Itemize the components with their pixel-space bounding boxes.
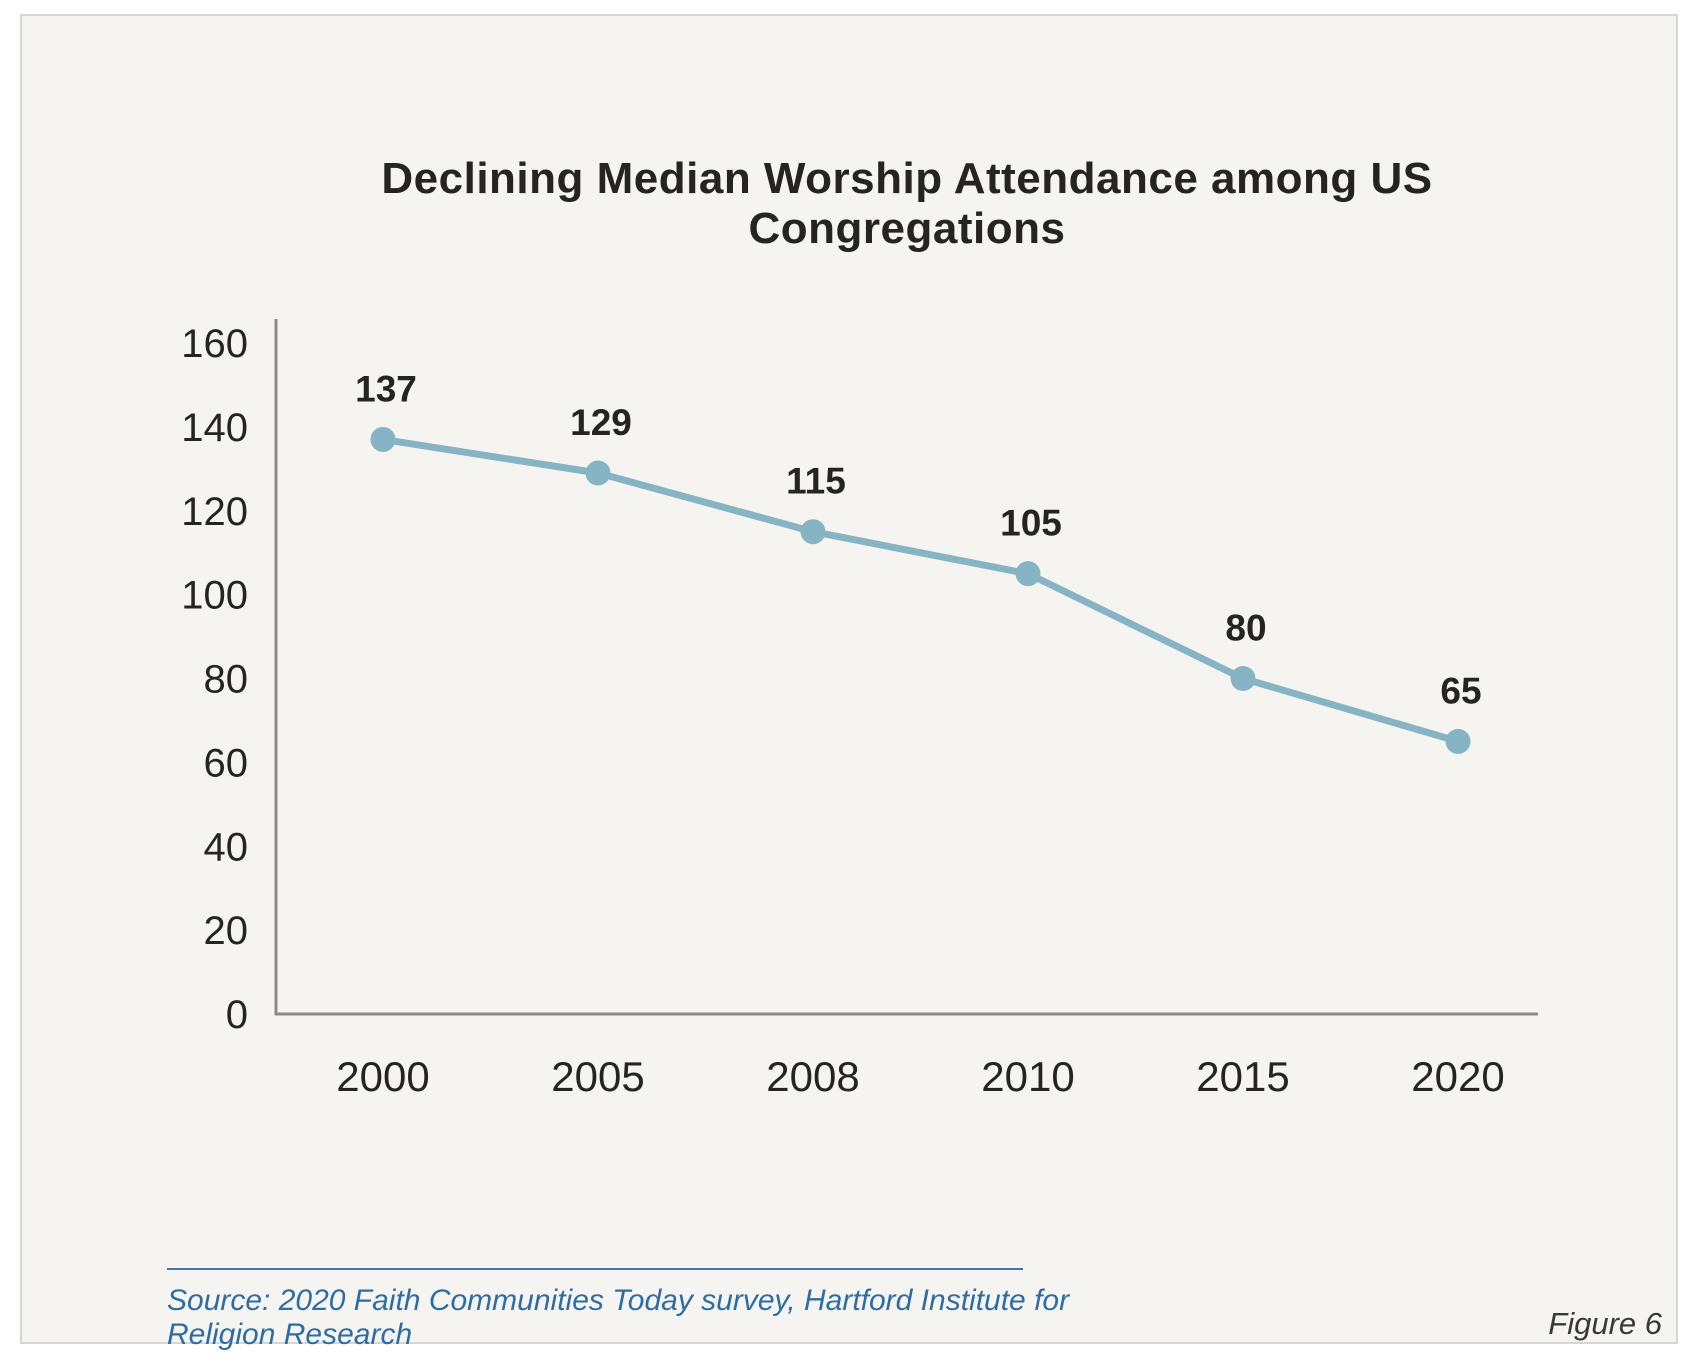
data-point [1445,728,1471,754]
chart-title: Declining Median Worship Attendance amon… [381,154,1433,253]
x-tick-label: 2005 [551,1053,644,1100]
y-tick-label: 100 [181,574,248,618]
data-point [1015,561,1041,587]
y-tick-label: 120 [181,490,248,534]
data-label: 105 [1000,503,1062,544]
y-tick-label: 60 [204,741,249,785]
y-tick-label: 40 [204,825,249,869]
data-point [585,460,611,486]
source-citation: Source: 2020 Faith Communities Today sur… [167,1284,1070,1351]
y-tick-label: 20 [204,909,249,953]
y-tick-label: 80 [204,658,249,702]
x-tick-label: 2008 [766,1053,859,1100]
chart-card: Declining Median Worship Attendance amon… [20,14,1678,1351]
data-label: 137 [355,368,417,409]
data-point [800,519,826,545]
data-line [379,435,1462,745]
line-chart: 0 20 40 60 80 100 120 140 160 2000 2005 2008 2010 201… [181,319,1538,1100]
y-tick-label: 160 [181,322,248,366]
data-label: 80 [1225,608,1266,649]
y-tick-label: 0 [226,993,248,1037]
figure-number: Figure 6 [1548,1306,1662,1341]
x-tick-label: 2020 [1411,1053,1504,1100]
source-divider [167,1268,1023,1270]
data-point [1230,666,1256,691]
data-label: 115 [786,461,846,502]
x-tick-label: 2010 [981,1053,1074,1100]
data-point [370,426,396,452]
data-label: 129 [570,402,632,443]
x-tick-label: 2015 [1196,1053,1289,1100]
y-tick-label: 140 [181,406,248,450]
x-tick-label: 2000 [336,1053,429,1100]
data-label: 65 [1440,670,1481,711]
